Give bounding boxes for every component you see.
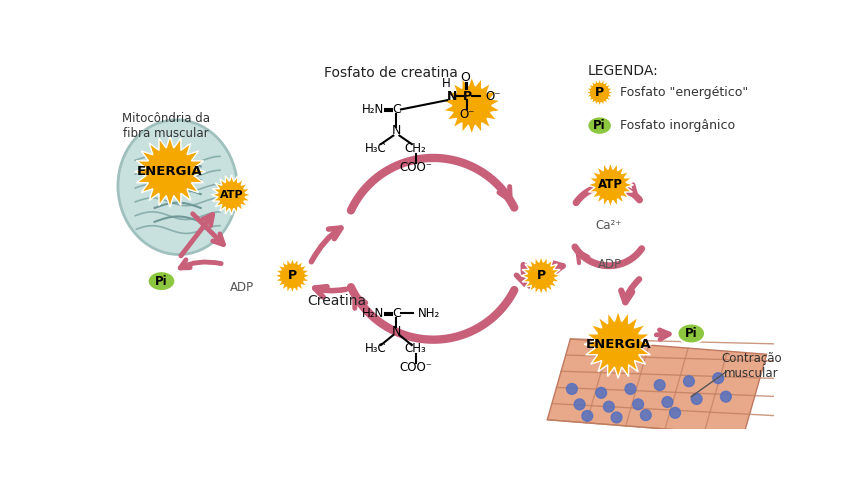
Polygon shape	[586, 162, 633, 208]
Polygon shape	[134, 136, 205, 207]
Text: C: C	[392, 307, 400, 320]
Text: NH₂: NH₂	[418, 307, 440, 320]
Circle shape	[595, 388, 606, 398]
Circle shape	[603, 401, 614, 412]
Text: COO⁻: COO⁻	[399, 161, 431, 174]
Text: Pi: Pi	[592, 119, 605, 132]
Ellipse shape	[118, 120, 237, 254]
Text: Pi: Pi	[155, 275, 168, 288]
Circle shape	[683, 376, 693, 387]
Ellipse shape	[586, 116, 611, 135]
Text: Pi: Pi	[684, 327, 697, 340]
Text: ADP: ADP	[230, 281, 254, 294]
Text: ADP: ADP	[598, 258, 622, 271]
Text: O⁻: O⁻	[459, 107, 474, 120]
Circle shape	[640, 410, 650, 420]
Circle shape	[581, 411, 592, 421]
Text: H₂N: H₂N	[362, 307, 384, 320]
Text: H₃C: H₃C	[364, 142, 386, 155]
Text: Ca²⁺: Ca²⁺	[595, 219, 622, 232]
Text: H: H	[442, 77, 450, 90]
Text: H₃C: H₃C	[364, 342, 386, 355]
Text: COO⁻: COO⁻	[399, 361, 431, 374]
Text: ENERGIA: ENERGIA	[585, 338, 650, 351]
Circle shape	[669, 407, 679, 418]
Ellipse shape	[147, 271, 175, 291]
Polygon shape	[585, 78, 614, 107]
Text: CH₃: CH₃	[405, 342, 426, 355]
Text: Fosfato "energético": Fosfato "energético"	[620, 86, 748, 99]
Text: C: C	[392, 103, 400, 116]
Text: Mitocôndria da
fibra muscular: Mitocôndria da fibra muscular	[122, 112, 210, 140]
Circle shape	[632, 399, 643, 410]
Text: P: P	[462, 90, 471, 103]
Polygon shape	[211, 175, 251, 215]
Circle shape	[573, 399, 585, 410]
Text: Contração
muscular: Contração muscular	[720, 352, 781, 380]
Text: Fosfato de creatina: Fosfato de creatina	[324, 66, 457, 80]
Text: N: N	[446, 90, 456, 103]
Polygon shape	[547, 339, 765, 435]
Text: ENERGIA: ENERGIA	[137, 165, 202, 178]
Circle shape	[624, 384, 635, 394]
Circle shape	[720, 391, 730, 402]
Circle shape	[610, 412, 622, 423]
Text: Fosfato inorgânico: Fosfato inorgânico	[620, 119, 734, 132]
Polygon shape	[521, 256, 561, 296]
Text: LEGENDA:: LEGENDA:	[586, 64, 657, 78]
Text: O: O	[460, 70, 470, 83]
Circle shape	[712, 373, 722, 384]
Circle shape	[691, 394, 701, 404]
Circle shape	[661, 397, 672, 407]
Text: P: P	[288, 269, 296, 282]
Ellipse shape	[677, 323, 704, 344]
Circle shape	[566, 384, 577, 394]
Text: P: P	[536, 269, 545, 282]
Text: ATP: ATP	[598, 178, 623, 191]
Polygon shape	[443, 76, 500, 135]
Text: Creatina: Creatina	[307, 294, 366, 308]
Text: O⁻: O⁻	[485, 90, 500, 103]
Text: CH₂: CH₂	[405, 142, 426, 155]
Text: ATP: ATP	[220, 190, 243, 200]
Text: N: N	[391, 325, 400, 338]
Text: P: P	[594, 86, 604, 99]
Text: N: N	[391, 124, 400, 137]
Polygon shape	[274, 257, 311, 294]
Polygon shape	[584, 310, 651, 378]
Text: H₂N: H₂N	[362, 103, 384, 116]
Circle shape	[653, 380, 665, 390]
